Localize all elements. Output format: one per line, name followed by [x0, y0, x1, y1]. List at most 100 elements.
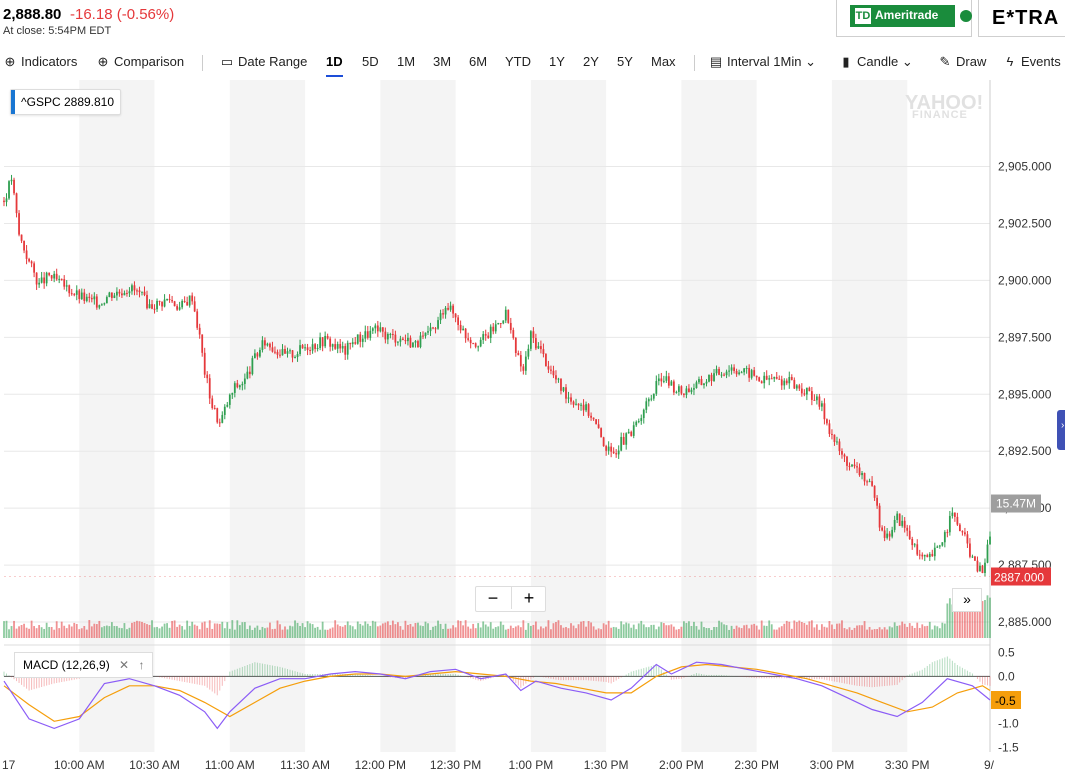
- date-range-button[interactable]: ▭ Date Range: [220, 54, 308, 70]
- volume-bar: [291, 626, 294, 638]
- range-1m[interactable]: 1M: [397, 54, 416, 69]
- volume-bar: [138, 621, 141, 638]
- volume-bar: [256, 625, 259, 638]
- etrade-ad[interactable]: E*TRA: [978, 0, 1065, 37]
- volume-bar: [221, 621, 224, 638]
- volume-bar: [524, 629, 527, 638]
- candle-body: [121, 293, 123, 296]
- range-5d[interactable]: 5D: [362, 54, 379, 69]
- volume-bar: [311, 624, 314, 638]
- candle-body: [213, 408, 216, 410]
- volume-bar: [627, 623, 630, 638]
- candle-body: [248, 371, 251, 375]
- candle-body: [389, 333, 392, 335]
- volume-bar: [758, 629, 761, 638]
- candle-body: [743, 368, 746, 373]
- candle-body: [918, 554, 921, 556]
- candle-body: [881, 527, 884, 531]
- volume-bar: [938, 628, 941, 638]
- volume-bar: [527, 623, 530, 638]
- comparison-button[interactable]: ⊕ Comparison: [96, 54, 185, 70]
- candle-body: [981, 565, 984, 573]
- volume-bar: [374, 621, 377, 638]
- interval-label: Interval: [727, 54, 770, 69]
- candle-body: [856, 466, 858, 468]
- interval-dropdown[interactable]: ▤ Interval 1Min ⌄: [709, 54, 816, 70]
- range-3m[interactable]: 3M: [433, 54, 452, 69]
- macd-study-label[interactable]: MACD (12,26,9) ✕ ↑: [14, 652, 154, 678]
- volume-bar: [3, 621, 5, 638]
- price-axis-label: 2,897.500: [998, 330, 1052, 344]
- zoom-in-button[interactable]: +: [511, 587, 546, 609]
- volume-bar: [730, 625, 733, 638]
- candle-body: [893, 519, 896, 530]
- candle-body: [334, 344, 337, 349]
- candle-body: [828, 423, 831, 434]
- volume-bar: [248, 625, 251, 638]
- volume-bar: [211, 628, 214, 638]
- candle-body: [376, 325, 379, 332]
- quote-price: 2,888.80: [3, 6, 62, 23]
- candle-body: [552, 370, 555, 376]
- range-ytd[interactable]: YTD: [505, 54, 531, 69]
- macd-label-text: MACD (12,26,9): [23, 658, 110, 672]
- candle-body: [38, 282, 41, 285]
- volume-bar: [725, 625, 728, 638]
- candle-body: [116, 291, 118, 296]
- volume-bar: [417, 622, 419, 638]
- side-panel-tab[interactable]: ›: [1057, 410, 1065, 450]
- candle-body: [923, 554, 926, 557]
- volume-bar: [514, 626, 517, 638]
- volume-bar: [838, 623, 841, 638]
- range-1d[interactable]: 1D: [326, 54, 343, 77]
- chart-type-dropdown[interactable]: ▮ Candle ⌄: [839, 54, 913, 70]
- volume-bar: [580, 621, 582, 638]
- volume-bar: [8, 629, 10, 638]
- candle-body: [118, 291, 121, 294]
- volume-bar: [898, 625, 901, 638]
- range-2y[interactable]: 2Y: [583, 54, 599, 69]
- volume-bar: [133, 621, 136, 638]
- volume-bar: [116, 626, 118, 638]
- volume-bar: [479, 627, 482, 638]
- candle-body: [527, 348, 530, 357]
- candle-body: [331, 344, 334, 347]
- range-1y[interactable]: 1Y: [549, 54, 565, 69]
- volume-bar: [98, 620, 101, 638]
- volume-bar: [75, 623, 78, 638]
- volume-bar: [236, 620, 239, 638]
- volume-bar: [422, 626, 424, 638]
- candle-body: [261, 340, 264, 350]
- candle-body: [259, 349, 261, 357]
- arrow-up-icon[interactable]: ↑: [138, 658, 145, 672]
- volume-bar: [309, 623, 311, 638]
- fast-forward-button[interactable]: »: [952, 588, 982, 612]
- range-max[interactable]: Max: [651, 54, 676, 69]
- volume-bar: [33, 626, 36, 638]
- candle-body: [63, 279, 66, 287]
- candle-body: [161, 301, 163, 307]
- range-5y[interactable]: 5Y: [617, 54, 633, 69]
- candle-body: [311, 344, 314, 351]
- close-icon[interactable]: ✕: [119, 658, 130, 672]
- time-axis-label: 11:00 AM: [205, 758, 255, 772]
- draw-button[interactable]: ✎ Draw: [938, 54, 987, 70]
- volume-bar: [412, 626, 414, 638]
- td-ameritrade-ad[interactable]: TD Ameritrade: [836, 0, 972, 37]
- td-ameritrade-name: Ameritrade: [875, 8, 939, 22]
- volume-bar: [979, 600, 981, 638]
- zoom-out-button[interactable]: −: [487, 588, 499, 608]
- price-chart[interactable]: 2,905.000 2,902.500 2,900.000 2,897.500 2,89…: [0, 78, 1065, 781]
- indicators-button[interactable]: ⊕ Indicators: [3, 54, 78, 70]
- candle-body: [891, 529, 894, 537]
- volume-bar: [509, 625, 512, 638]
- candle-body: [936, 546, 939, 548]
- events-button[interactable]: ϟ Events: [1003, 54, 1061, 69]
- interval-value: 1Min: [773, 54, 802, 69]
- symbol-label[interactable]: ^GSPC 2889.810: [10, 89, 122, 115]
- volume-bar: [961, 601, 964, 638]
- range-6m[interactable]: 6M: [469, 54, 488, 69]
- candle-body: [768, 378, 771, 380]
- volume-bar: [522, 620, 525, 638]
- chevron-down-icon: ⌄: [901, 54, 913, 69]
